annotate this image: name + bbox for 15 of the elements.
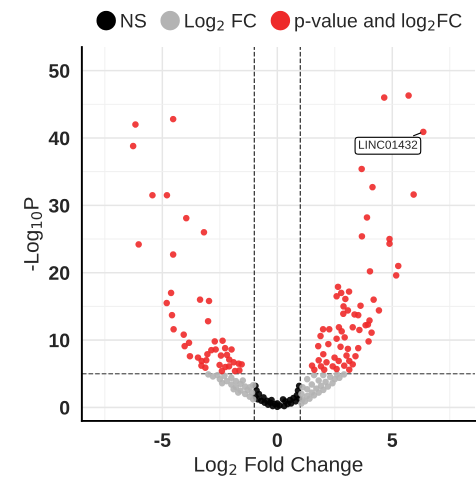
y-tick-label: 0 xyxy=(60,400,70,415)
y-tick-label: 50 xyxy=(49,64,70,78)
x-tick-label: 5 xyxy=(387,433,398,447)
y-axis-title: -Log$_{10}$P xyxy=(24,198,43,271)
legend-label: p-value and log$_{2}$FC xyxy=(295,13,462,32)
annotation: LINC01432 xyxy=(359,140,418,149)
y-tick-label: 10 xyxy=(50,334,70,348)
x-tick-label: 0 xyxy=(272,433,282,447)
legend-label: NS xyxy=(121,14,146,28)
x-axis-title: Log$_{2}$ Fold Change xyxy=(195,456,362,476)
y-tick-label: 40 xyxy=(48,131,70,146)
legend-label: Log$_{2}$ FC xyxy=(185,14,256,32)
y-tick-label: 30 xyxy=(48,198,70,213)
y-tick-label: 20 xyxy=(49,266,70,280)
x-tick-label: -5 xyxy=(154,433,170,447)
